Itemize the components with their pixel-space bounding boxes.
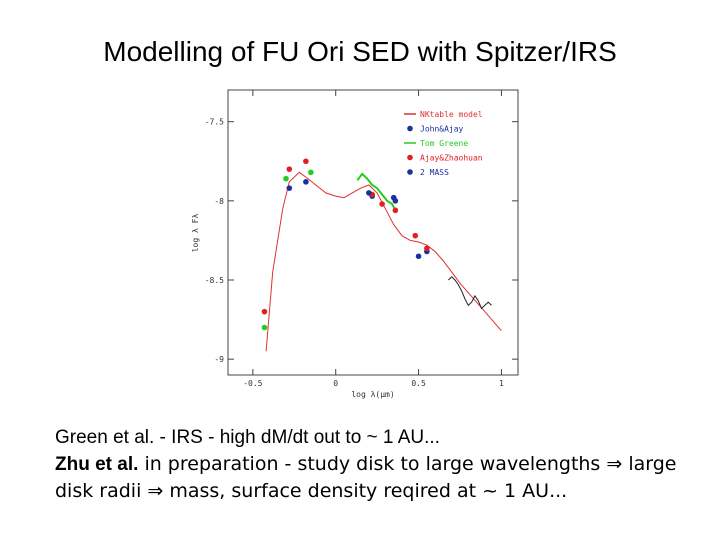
plot-frame: [227, 89, 519, 376]
sed-chart: -0.5 0 0.5 1 -7.5 -8 -8.5 -9 NKtable model John&…: [191, 89, 519, 399]
legend-label: Ajay&Zhaohuan: [420, 154, 483, 163]
data-point: [412, 232, 419, 239]
x-tick-label: -0.5: [243, 379, 262, 388]
caption-line-2-text: in preparation - study disk to large wav…: [138, 453, 677, 475]
y-axis-label: log λ Fλ: [191, 214, 200, 253]
caption-line-2: Zhu et al. in preparation - study disk t…: [55, 451, 695, 478]
data-point: [366, 190, 372, 196]
legend-label: Tom Greene: [420, 139, 468, 148]
data-point: [283, 175, 289, 182]
legend-label: 2 MASS: [420, 168, 449, 177]
x-tick-label: 1: [499, 379, 504, 388]
y-tick-label: -7.5: [205, 118, 224, 127]
series-line: [448, 276, 492, 310]
data-point: [286, 166, 293, 172]
data-point: [390, 194, 397, 201]
caption-author: Zhu et al.: [55, 454, 139, 475]
caption-line-1: Green et al. - IRS - high dM/dt out to ~…: [55, 427, 440, 448]
legend-label: NKtable model: [420, 110, 483, 119]
data-point: [286, 185, 293, 191]
x-tick-label: 0: [333, 379, 338, 388]
data-point: [424, 245, 430, 252]
y-tick-label: -8.5: [205, 276, 224, 285]
data-point: [415, 253, 422, 260]
x-axis-label: log λ(μm): [351, 390, 394, 399]
legend-swatch: [407, 169, 413, 175]
legend-label: John&Ajay: [420, 125, 464, 134]
legend-swatch: [407, 154, 413, 161]
legend-swatch: [407, 125, 413, 132]
data-point: [303, 158, 309, 165]
slide-title: Modelling of FU Ori SED with Spitzer/IRS: [103, 36, 617, 67]
caption-line-3: disk radii ⇒ mass, surface density reqir…: [55, 480, 568, 502]
data-point: [261, 324, 268, 331]
y-tick-label: -8: [214, 197, 224, 206]
y-tick-label: -9: [214, 355, 224, 364]
series-line: [356, 172, 397, 211]
x-tick-label: 0.5: [411, 379, 426, 388]
data-point: [392, 207, 399, 214]
data-point: [261, 308, 268, 315]
data-point: [379, 201, 385, 207]
caption: Green et al. - IRS - high dM/dt out to ~…: [55, 425, 695, 504]
series-line: [265, 171, 502, 352]
data-point: [303, 179, 309, 185]
data-point: [308, 169, 314, 176]
